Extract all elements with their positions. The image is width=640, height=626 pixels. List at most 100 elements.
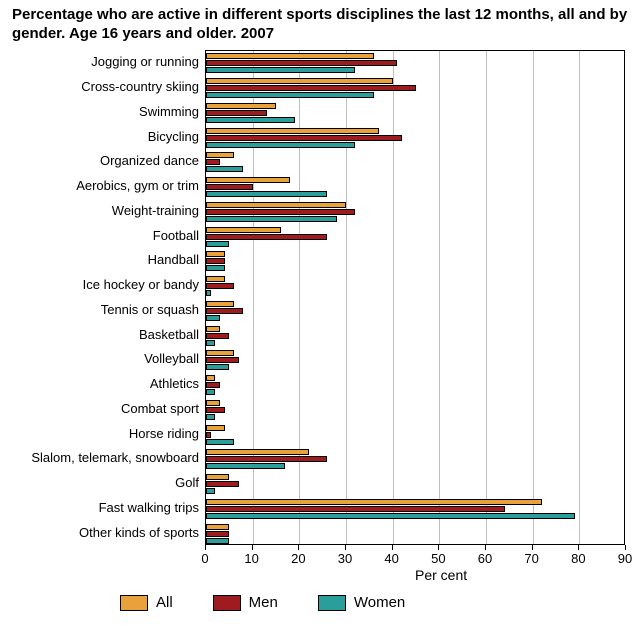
x-tick-label: 30 [330, 551, 360, 566]
bar-all [206, 449, 309, 455]
x-axis-title: Per cent [415, 567, 467, 583]
bar-all [206, 326, 220, 332]
bar-all [206, 375, 215, 381]
bar-men [206, 308, 243, 314]
x-tick-label: 90 [610, 551, 640, 566]
bar-all [206, 301, 234, 307]
bar-men [206, 382, 220, 388]
legend-label: Women [354, 594, 405, 611]
bar-women [206, 315, 220, 321]
bar-all [206, 227, 281, 233]
category-label: Athletics [150, 376, 199, 391]
x-tick-label: 80 [563, 551, 593, 566]
category-label: Jogging or running [91, 54, 199, 69]
bar-women [206, 166, 243, 172]
bar-women [206, 488, 215, 494]
legend-swatch-men [213, 595, 241, 611]
bar-men [206, 283, 234, 289]
bar-all [206, 350, 234, 356]
bar-all [206, 524, 229, 530]
category-label: Fast walking trips [99, 500, 199, 515]
category-label: Organized dance [100, 153, 199, 168]
bar-men [206, 184, 253, 190]
bar-men [206, 432, 211, 438]
bar-men [206, 85, 416, 91]
bar-men [206, 234, 327, 240]
legend-item-women: Women [318, 594, 405, 611]
bar-men [206, 531, 229, 537]
legend-swatch-all [120, 595, 148, 611]
x-tick-label: 10 [237, 551, 267, 566]
bar-women [206, 439, 234, 445]
x-tick-label: 60 [470, 551, 500, 566]
gridline [253, 51, 254, 544]
bar-all [206, 400, 220, 406]
bar-all [206, 103, 276, 109]
x-tick [438, 545, 439, 550]
bar-all [206, 425, 225, 431]
x-tick [532, 545, 533, 550]
x-tick [578, 545, 579, 550]
category-label: Other kinds of sports [79, 525, 199, 540]
bar-men [206, 209, 355, 215]
bar-women [206, 364, 229, 370]
bar-women [206, 290, 211, 296]
x-tick-label: 70 [517, 551, 547, 566]
gridline [299, 51, 300, 544]
bar-all [206, 128, 379, 134]
gridline [579, 51, 580, 544]
x-tick [345, 545, 346, 550]
chart-frame: { "title": "Percentage who are active in… [0, 0, 640, 626]
category-label: Handball [148, 252, 199, 267]
bar-men [206, 333, 229, 339]
category-label: Combat sport [121, 401, 199, 416]
x-tick-label: 40 [377, 551, 407, 566]
category-label: Golf [175, 475, 199, 490]
bar-men [206, 456, 327, 462]
x-tick [625, 545, 626, 550]
bar-women [206, 191, 327, 197]
category-label: Aerobics, gym or trim [76, 178, 199, 193]
bar-all [206, 276, 225, 282]
category-label: Football [153, 228, 199, 243]
category-label: Bicycling [148, 129, 199, 144]
plot-area [205, 50, 625, 545]
bar-all [206, 251, 225, 257]
legend-swatch-women [318, 595, 346, 611]
category-label: Tennis or squash [101, 302, 199, 317]
bar-men [206, 60, 397, 66]
bar-all [206, 499, 542, 505]
category-label: Cross-country skiing [81, 79, 199, 94]
chart-title: Percentage who are active in different s… [12, 6, 628, 44]
bar-all [206, 474, 229, 480]
legend: All Men Women [120, 594, 405, 611]
x-tick-label: 0 [190, 551, 220, 566]
bar-women [206, 216, 337, 222]
bar-men [206, 481, 239, 487]
bar-all [206, 177, 290, 183]
legend-item-men: Men [213, 594, 278, 611]
category-label: Basketball [139, 327, 199, 342]
bar-all [206, 53, 374, 59]
category-label: Volleyball [144, 351, 199, 366]
category-label: Horse riding [129, 426, 199, 441]
bar-women [206, 241, 229, 247]
bar-all [206, 78, 393, 84]
bar-women [206, 389, 215, 395]
bar-all [206, 152, 234, 158]
category-label: Ice hockey or bandy [83, 277, 199, 292]
x-tick [298, 545, 299, 550]
gridline [439, 51, 440, 544]
bar-women [206, 92, 374, 98]
x-tick [392, 545, 393, 550]
bar-women [206, 414, 215, 420]
gridline [533, 51, 534, 544]
bar-men [206, 110, 267, 116]
x-tick [205, 545, 206, 550]
legend-label: All [156, 594, 173, 611]
bar-men [206, 258, 225, 264]
bar-women [206, 538, 229, 544]
bar-men [206, 357, 239, 363]
x-tick [252, 545, 253, 550]
bar-women [206, 142, 355, 148]
